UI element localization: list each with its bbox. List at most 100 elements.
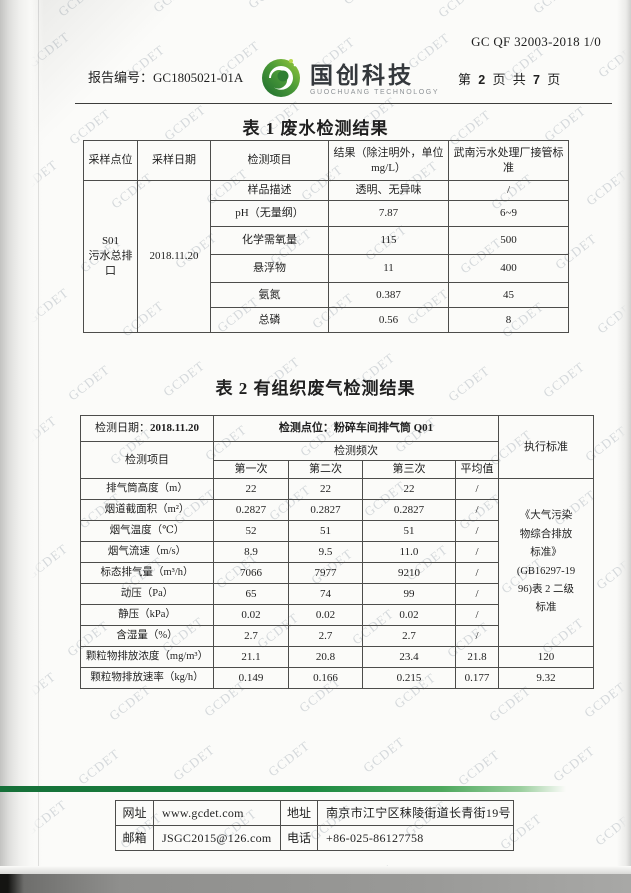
detect-point-cell: 检测点位：粉碎车间排气筒 Q01 — [213, 415, 499, 442]
report-number: 报告编号：GC1805021-01A — [88, 67, 243, 86]
value-cell: / — [455, 478, 499, 500]
value-cell: 0.149 — [213, 667, 289, 689]
table2-row: 静压（kPa） 0.02 0.02 0.02/ — [80, 604, 594, 626]
report-number-value: GC1805021-01A — [153, 70, 244, 85]
item-cell: 烟气温度（℃） — [80, 520, 214, 542]
value-cell: 51 — [288, 520, 363, 542]
address-value: 南京市江宁区秣陵街道长青街19号 — [317, 800, 514, 826]
value-cell: / — [455, 625, 499, 647]
value-cell: 9210 — [362, 562, 456, 584]
value-cell: 2.7 — [288, 625, 363, 647]
table2-body: 检测日期：2018.11.20 检测点位：粉碎车间排气筒 Q01 执行标准 检测… — [80, 415, 594, 689]
company-name-en: GUOCHUANG TECHNOLOGY — [310, 89, 440, 97]
standard-cell: / — [448, 180, 569, 201]
value-cell: 2.7 — [213, 625, 289, 647]
item-cell: 颗粒物排放速率（kg/h） — [80, 667, 214, 689]
item-cell: 烟道截面积（m²） — [80, 499, 214, 521]
result-cell: 0.387 — [328, 282, 449, 308]
value-cell: 22 — [362, 478, 456, 500]
value-cell: 0.166 — [288, 667, 363, 689]
footer-contact-table: 网址 www.gcdet.com 地址 南京市江宁区秣陵街道长青街19号 邮箱 … — [115, 800, 514, 851]
footer-green-bar — [0, 786, 566, 792]
value-cell: 0.215 — [362, 667, 456, 689]
value-cell: 9.5 — [288, 541, 363, 563]
value-cell: 0.2827 — [288, 499, 363, 521]
email-value: JSGC2015@126.com — [153, 825, 281, 851]
company-logo: 国创科技 GUOCHUANG TECHNOLOGY — [259, 55, 439, 104]
frequency-header-cell: 检测频次 — [213, 441, 499, 461]
item-cell: 标态排气量（m³/h） — [80, 562, 214, 584]
value-cell: 22 — [288, 478, 363, 500]
phone-label: 电话 — [280, 825, 318, 851]
item-cell: 氨氮 — [210, 282, 329, 308]
freq-col-2: 第二次 — [288, 460, 363, 479]
item-cell: 总磷 — [210, 307, 329, 333]
result-cell: 透明、无异味 — [328, 180, 449, 201]
freq-col-avg: 平均值 — [455, 460, 499, 479]
table2-row: 烟气温度（℃） 52 51 51/ — [80, 520, 594, 542]
standard-text-cell: 《大气污染 物综合排放 标准》 (GB16297-19 96)表 2 二级 标准 — [498, 478, 594, 647]
item-header-cell: 检测项目 — [80, 441, 214, 479]
value-cell: 22 — [213, 478, 289, 500]
detect-point-value: 粉碎车间排气筒 Q01 — [333, 422, 434, 435]
table1-row: 化学需氧量 115 500 — [84, 226, 569, 255]
standard-cell: 45 — [448, 282, 569, 308]
table1-row: 总磷 0.56 8 — [84, 307, 569, 333]
item-cell: 样品描述 — [210, 180, 329, 201]
value-cell: 99 — [362, 583, 456, 605]
table2-row: 颗粒物排放浓度（mg/m³） 21.1 20.8 23.4 21.8 120 — [80, 646, 594, 668]
value-cell: 2.7 — [362, 625, 456, 647]
website-value: www.gcdet.com — [153, 800, 281, 826]
standard-header-cell: 执行标准 — [498, 415, 594, 479]
address-label: 地址 — [280, 800, 318, 826]
standard-limit-cell: 9.32 — [498, 667, 594, 689]
table2-row: 动压（Pa） 65 74 99/ — [80, 583, 594, 605]
standard-limit-cell: 120 — [498, 646, 594, 668]
result-cell: 0.56 — [328, 307, 449, 333]
col-header-date: 采样日期 — [137, 140, 211, 181]
col-header-result: 结果（除注明外，单位 mg/L） — [328, 140, 449, 181]
value-cell: 0.2827 — [213, 499, 289, 521]
standard-cell: 8 — [448, 307, 569, 333]
sample-site-cell: S01 污水总排口 — [83, 180, 138, 333]
item-cell: 静压（kPa） — [80, 604, 214, 626]
value-cell: 65 — [213, 583, 289, 605]
value-cell: 51 — [362, 520, 456, 542]
total-page-number: 7 — [532, 73, 542, 87]
standard-cell: 500 — [448, 226, 569, 255]
standard-cell: 6~9 — [448, 200, 569, 227]
item-cell: 烟气流速（m/s） — [80, 541, 214, 563]
item-cell: 含湿量（%） — [80, 625, 214, 647]
result-cell: 115 — [328, 226, 449, 255]
value-cell: 0.02 — [213, 604, 289, 626]
value-cell: 0.02 — [362, 604, 456, 626]
doc-code: GC QF 32003-2018 1/0 — [471, 34, 601, 49]
value-cell: 0.177 — [455, 667, 499, 689]
value-cell: 8.9 — [213, 541, 289, 563]
value-cell: 23.4 — [362, 646, 456, 668]
table2-row: 含湿量（%） 2.7 2.7 2.7/ — [80, 625, 594, 647]
detect-date-value: 2018.11.20 — [150, 422, 199, 435]
table2-row: 烟气流速（m/s） 8.9 9.5 11.0/ — [80, 541, 594, 563]
current-page-number: 2 — [478, 73, 488, 87]
scan-bottom-shadow — [0, 866, 631, 874]
value-cell: / — [455, 604, 499, 626]
value-cell: 7066 — [213, 562, 289, 584]
swirl-bird-icon — [259, 55, 303, 104]
freq-col-1: 第一次 — [213, 460, 289, 479]
item-cell: 动压（Pa） — [80, 583, 214, 605]
value-cell: / — [455, 520, 499, 542]
standard-cell: 400 — [448, 254, 569, 283]
table1-row: 悬浮物 11 400 — [84, 254, 569, 283]
item-cell: 排气筒高度（m） — [80, 478, 214, 500]
value-cell: 7977 — [288, 562, 363, 584]
col-header-standard: 武南污水处理厂接管标准 — [448, 140, 569, 181]
value-cell: 21.1 — [213, 646, 289, 668]
value-cell: 21.8 — [455, 646, 499, 668]
freq-col-3: 第三次 — [362, 460, 456, 479]
item-cell: 悬浮物 — [210, 254, 329, 283]
value-cell: 52 — [213, 520, 289, 542]
value-cell: / — [455, 541, 499, 563]
col-header-item: 检测项目 — [210, 140, 329, 181]
